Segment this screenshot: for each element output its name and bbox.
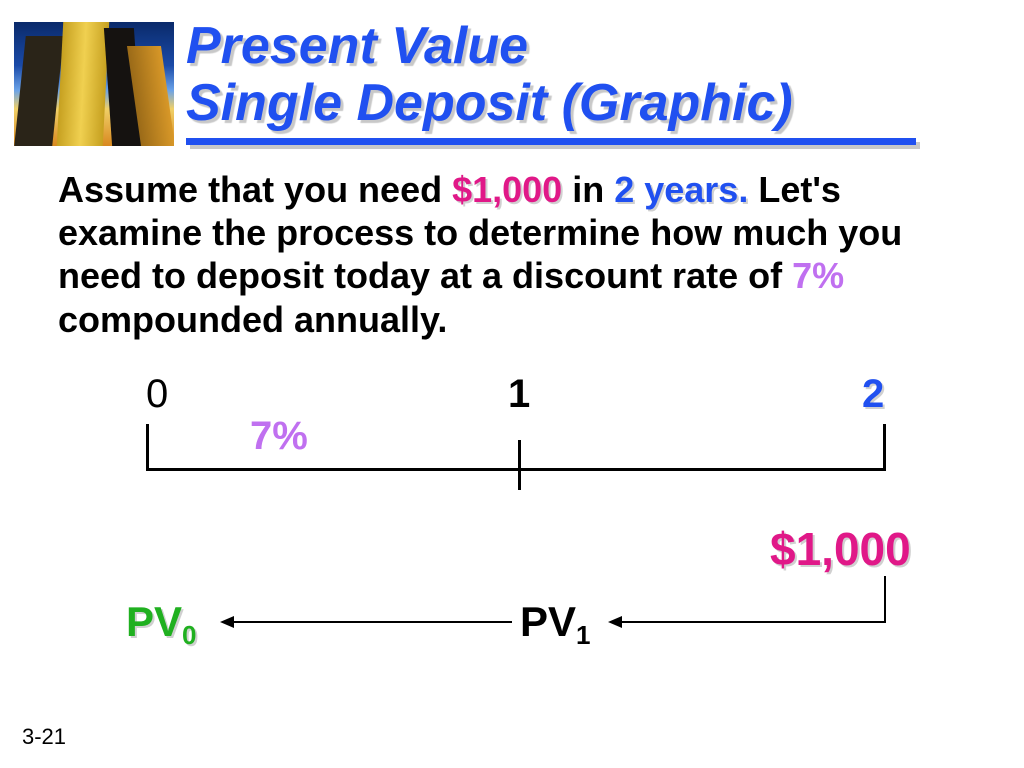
pv1-label: PV1 [520, 598, 591, 646]
arrow-1-head [220, 616, 234, 628]
timeline-tick-0: 0 [146, 372, 168, 417]
timeline-rate-label: 7% [250, 414, 308, 459]
title-underline [186, 138, 916, 145]
timeline-line [146, 468, 886, 471]
arrow-drop [884, 576, 886, 622]
body-t4: compounded annually. [58, 299, 447, 340]
arrow-2-shaft [620, 621, 886, 623]
future-value-label: $1,000 [770, 522, 911, 576]
title-line-2: Single Deposit (Graphic) [186, 75, 916, 132]
timeline-tick-2: 2 [862, 372, 884, 417]
timeline-tickmark-1 [518, 440, 521, 490]
body-rate: 7% [792, 255, 844, 296]
slide: Present Value Single Deposit (Graphic) A… [0, 0, 1024, 768]
pv0-label: PV0 [126, 598, 197, 646]
body-amount: $1,000 [452, 169, 562, 210]
pv0-text: PV [126, 598, 182, 645]
page-number: 3-21 [22, 724, 66, 750]
body-t1: Assume that you need [58, 169, 452, 210]
pv0-sub: 0 [182, 620, 196, 650]
slide-title: Present Value Single Deposit (Graphic) [186, 18, 916, 145]
title-line-1: Present Value [186, 18, 916, 75]
arrow-1-shaft [232, 621, 512, 623]
body-paragraph: Assume that you need $1,000 in 2 years. … [58, 168, 978, 341]
pv1-text: PV [520, 598, 576, 645]
timeline-tickmark-0 [146, 424, 149, 468]
corner-photo [14, 22, 174, 146]
timeline-tick-1: 1 [508, 372, 530, 417]
body-t2: in [562, 169, 614, 210]
timeline-tickmark-2 [883, 424, 886, 468]
arrow-2-head [608, 616, 622, 628]
body-years: 2 years. [614, 169, 748, 210]
pv1-sub: 1 [576, 620, 590, 650]
